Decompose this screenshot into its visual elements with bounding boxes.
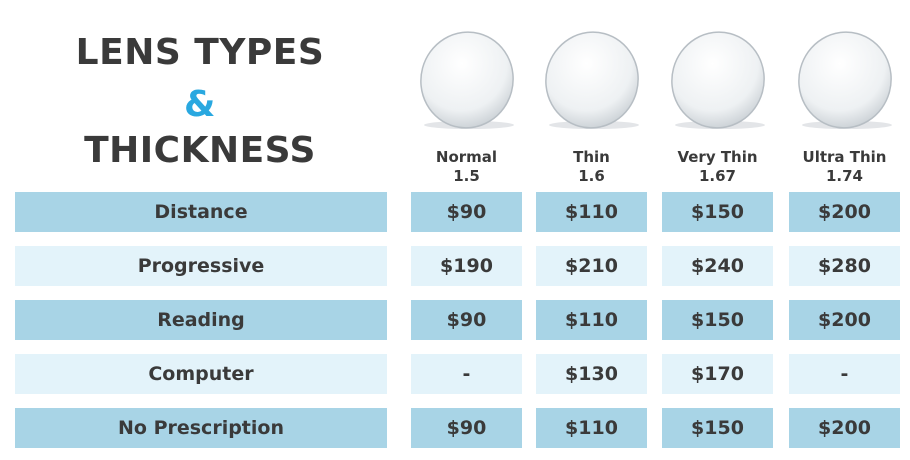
lens-type: Ultra Thin (802, 148, 887, 166)
title-ampersand: & (184, 84, 216, 125)
price: $90 (411, 192, 522, 232)
row-label: Distance (15, 192, 387, 232)
title-line: THICKNESS (84, 130, 316, 171)
row-label: Progressive (15, 246, 387, 286)
price: $210 (536, 246, 647, 286)
column-header: Thin 1.6 (536, 148, 647, 186)
lens-index: 1.67 (698, 167, 736, 185)
price: $200 (789, 192, 900, 232)
row-label: No Prescription (15, 408, 387, 448)
lens-index: 1.6 (578, 167, 605, 185)
lens-image (419, 31, 514, 129)
lens-type: Thin (573, 148, 610, 166)
price: $190 (411, 246, 522, 286)
row-label: Reading (15, 300, 387, 340)
column-header: Normal 1.5 (411, 148, 522, 186)
price: $280 (789, 246, 900, 286)
title-line: LENS TYPES (75, 32, 325, 73)
price: - (411, 354, 522, 394)
price: $110 (536, 408, 647, 448)
price: $130 (536, 354, 647, 394)
lens-index: 1.5 (453, 167, 480, 185)
column-header: Very Thin 1.67 (662, 148, 773, 186)
price: $150 (662, 300, 773, 340)
lens-index: 1.74 (825, 167, 863, 185)
price: $110 (536, 192, 647, 232)
price: $150 (662, 408, 773, 448)
price: $200 (789, 408, 900, 448)
row-label: Computer (15, 354, 387, 394)
column-header: Ultra Thin 1.74 (789, 148, 900, 186)
lens-image (544, 31, 639, 129)
price: $90 (411, 408, 522, 448)
price: $90 (411, 300, 522, 340)
lens-type: Very Thin (677, 148, 758, 166)
price: $110 (536, 300, 647, 340)
price: $240 (662, 246, 773, 286)
price: $170 (662, 354, 773, 394)
lens-image (797, 31, 892, 129)
lens-type: Normal (435, 148, 498, 166)
price: $150 (662, 192, 773, 232)
price: $200 (789, 300, 900, 340)
lens-image (670, 31, 765, 129)
price: - (789, 354, 900, 394)
